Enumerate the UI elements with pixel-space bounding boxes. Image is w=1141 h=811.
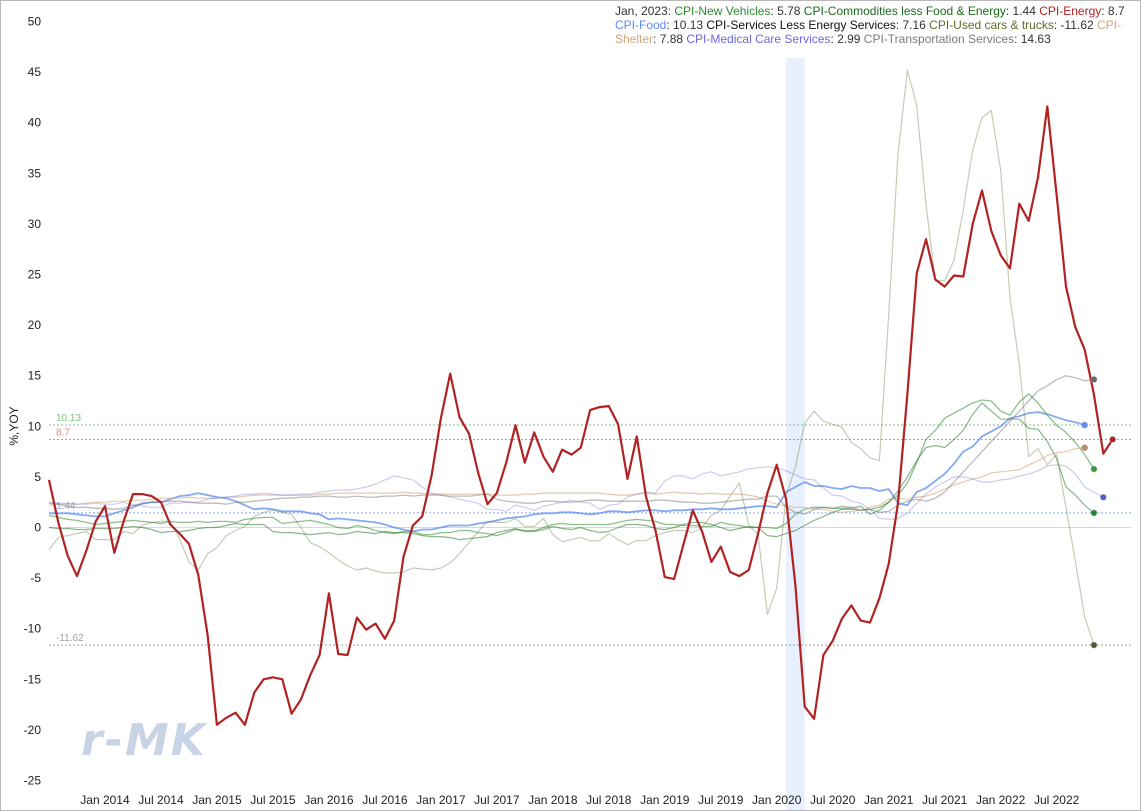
x-tick-label: Jan 2021 — [864, 793, 914, 807]
legend-entry-value: : 5.78 — [770, 4, 804, 18]
legend-entry-value: : 8.7 — [1101, 4, 1125, 18]
x-tick-label: Jul 2021 — [922, 793, 968, 807]
x-tick-label: Jan 2015 — [192, 793, 242, 807]
legend-entry-label: CPI-Commodities less Food & Energy — [803, 4, 1006, 18]
legend: Jan, 2023: CPI-New Vehicles: 5.78 CPI-Co… — [615, 4, 1137, 46]
legend-entry-value: : 7.88 — [653, 32, 687, 46]
x-tick-label: Jul 2018 — [586, 793, 632, 807]
series-end-marker — [1090, 465, 1098, 473]
x-tick-label: Jul 2015 — [250, 793, 296, 807]
legend-entry-value: : 10.13 — [666, 18, 707, 32]
series-end-marker — [1099, 493, 1107, 501]
legend-entry-label: CPI-Transportation Services — [863, 32, 1015, 46]
legend-entry-value: : -11.62 — [1053, 18, 1097, 32]
y-tick-label: 5 — [34, 470, 41, 484]
series-line — [47, 105, 1114, 726]
y-tick-label: 50 — [28, 15, 42, 29]
series-line — [48, 447, 1085, 513]
x-tick-label: Jul 2014 — [138, 793, 184, 807]
x-tick-label: Jan 2019 — [640, 793, 690, 807]
x-tick-label: Jan 2016 — [304, 793, 354, 807]
x-tick-label: Jan 2022 — [976, 793, 1026, 807]
legend-entry-label: CPI-Energy — [1039, 4, 1102, 18]
legend-entry-value: : 1.44 — [1005, 4, 1040, 18]
y-axis-label: %,YOY — [7, 406, 21, 445]
y-tick-label: 35 — [28, 166, 42, 180]
y-tick-label: 10 — [28, 419, 42, 433]
legend-entry-label: CPI-Shelter — [615, 18, 1121, 46]
x-tick-label: Jan 2014 — [80, 793, 130, 807]
series-line — [48, 375, 1095, 515]
y-tick-label: 15 — [28, 369, 42, 383]
legend-entry-label: CPI-Medical Care Services — [686, 32, 831, 46]
reference-line-label: -11.62 — [56, 633, 84, 644]
y-tick-label: 25 — [28, 268, 42, 282]
x-tick-label: Jan 2020 — [752, 793, 802, 807]
x-tick-label: Jul 2019 — [698, 793, 744, 807]
y-tick-label: -20 — [24, 723, 42, 737]
legend-entry-label: CPI-Food — [615, 18, 667, 32]
legend-entry-label: CPI-Services Less Energy Services — [706, 18, 896, 32]
y-tick-label: 40 — [28, 116, 42, 130]
series-end-marker — [1090, 509, 1098, 517]
legend-entry-value: : 7.16 — [895, 18, 930, 32]
series-end-marker — [1090, 376, 1098, 383]
y-tick-label: -10 — [24, 622, 42, 636]
series-end-marker — [1081, 444, 1088, 452]
watermark-logo: r-MK — [81, 715, 207, 766]
y-tick-label: -5 — [30, 571, 41, 585]
series-end-marker — [1090, 641, 1098, 649]
series-line — [49, 411, 1085, 533]
legend-entry-label: CPI-Used cars & trucks — [929, 18, 1054, 32]
legend-entry-label: CPI-New Vehicles — [674, 4, 771, 18]
series-line — [48, 402, 1095, 541]
legend-date: Jan, 2023: — [615, 4, 675, 18]
x-tick-label: Jan 2018 — [528, 793, 578, 807]
y-tick-label: -15 — [24, 672, 42, 686]
y-tick-label: 45 — [28, 65, 42, 79]
y-tick-label: 30 — [28, 217, 42, 231]
series-end-marker — [1109, 436, 1116, 443]
series-line — [48, 393, 1095, 537]
reference-line-label: 8.7 — [56, 427, 70, 438]
y-tick-label: 20 — [28, 318, 42, 332]
y-tick-label: -25 — [24, 774, 42, 788]
x-tick-label: Jul 2017 — [474, 793, 520, 807]
recession-band — [786, 58, 805, 810]
series-end-marker — [1081, 421, 1088, 429]
x-tick-label: Jan 2017 — [416, 793, 466, 807]
y-tick-label: 0 — [34, 521, 41, 535]
x-tick-label: Jul 2016 — [362, 793, 408, 807]
legend-entry-value: : 14.63 — [1014, 32, 1051, 46]
series-line — [48, 69, 1095, 646]
legend-entry-value: : 2.99 — [830, 32, 864, 46]
x-tick-label: Jul 2022 — [1034, 793, 1080, 807]
reference-line-label: 10.13 — [56, 413, 81, 424]
x-tick-label: Jul 2020 — [810, 793, 856, 807]
